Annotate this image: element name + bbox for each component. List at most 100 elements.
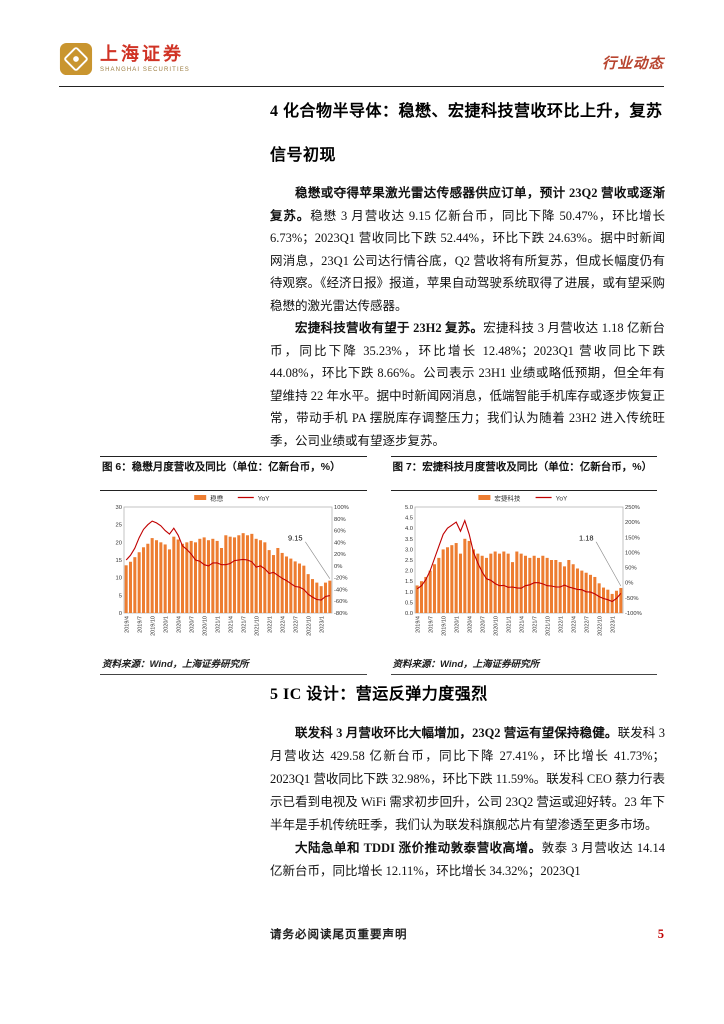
report-type-label: 行业动态 bbox=[602, 56, 664, 72]
svg-text:200%: 200% bbox=[625, 520, 640, 526]
svg-text:2021/1: 2021/1 bbox=[506, 616, 512, 633]
svg-text:100%: 100% bbox=[334, 505, 349, 511]
page-header: 上海证券 SHANGHAI SECURITIES 行业动态 bbox=[59, 42, 664, 76]
svg-text:2.5: 2.5 bbox=[404, 558, 412, 564]
svg-text:2022/4: 2022/4 bbox=[281, 616, 287, 633]
figure-6-caption: 图 6：稳懋月度营收及同比（单位：亿新台币，%） bbox=[100, 456, 367, 491]
svg-text:-80%: -80% bbox=[334, 611, 348, 617]
svg-text:2019/7: 2019/7 bbox=[428, 616, 434, 633]
svg-text:250%: 250% bbox=[625, 505, 640, 511]
svg-text:50%: 50% bbox=[625, 566, 637, 572]
paragraph-lead: 宏捷科技营收有望于 23H2 复苏。 bbox=[295, 321, 484, 335]
brand-name: 上海证券 bbox=[100, 44, 184, 65]
svg-text:YoY: YoY bbox=[555, 496, 567, 503]
paragraph-focaltech: 大陆急单和 TDDI 涨价推动敦泰营收高增。敦泰 3 月营收达 14.14 亿新… bbox=[270, 837, 665, 883]
svg-text:-60%: -60% bbox=[334, 599, 348, 605]
svg-text:5.0: 5.0 bbox=[404, 505, 412, 511]
svg-text:2022/4: 2022/4 bbox=[571, 616, 577, 633]
paragraph-body: 宏捷科技 3 月营收达 1.18 亿新台币，同比下降 35.23%，环比增长 1… bbox=[270, 321, 665, 448]
svg-text:2020/10: 2020/10 bbox=[493, 616, 499, 636]
svg-text:2022/1: 2022/1 bbox=[558, 616, 564, 633]
svg-text:1.18: 1.18 bbox=[579, 533, 594, 542]
svg-text:2020/1: 2020/1 bbox=[454, 616, 460, 633]
svg-text:2022/7: 2022/7 bbox=[584, 616, 590, 633]
svg-text:宏捷科技: 宏捷科技 bbox=[494, 494, 521, 503]
brand-logo: 上海证券 SHANGHAI SECURITIES bbox=[59, 42, 190, 76]
svg-text:0: 0 bbox=[119, 611, 122, 617]
page-number: 5 bbox=[657, 926, 664, 941]
page-footer: 请务必阅读尾页重要声明 5 bbox=[270, 926, 664, 942]
section-5-heading: 5 IC 设计：营运反弹力度强烈 bbox=[270, 686, 488, 703]
figure-6-chart: 0 5 10 15 20 25 30 -80% -60% -40% -20% 0% 20% 40% 60% 8… bbox=[116, 494, 349, 636]
paragraph-body: 联发科 3 月营收达 429.58 亿新台币，同比下降 27.41%，环比增长 … bbox=[270, 726, 666, 832]
header-divider bbox=[59, 86, 664, 87]
svg-text:2023/1: 2023/1 bbox=[610, 616, 616, 633]
svg-text:9.15: 9.15 bbox=[288, 533, 303, 542]
svg-text:2020/4: 2020/4 bbox=[177, 616, 183, 633]
svg-text:60%: 60% bbox=[334, 529, 346, 535]
svg-text:2021/4: 2021/4 bbox=[229, 616, 235, 633]
figure-7-source: 资料来源：Wind，上海证券研究所 bbox=[390, 653, 657, 675]
svg-text:2021/1: 2021/1 bbox=[216, 616, 222, 633]
svg-text:2019/10: 2019/10 bbox=[151, 616, 157, 636]
figure-6: 图 6：稳懋月度营收及同比（单位：亿新台币，%） 0 5 10 15 20 25 30 -80… bbox=[100, 456, 367, 675]
svg-text:YoY: YoY bbox=[258, 496, 270, 503]
svg-text:2019/4: 2019/4 bbox=[125, 616, 131, 633]
brand-logo-icon bbox=[59, 42, 93, 76]
svg-text:2019/4: 2019/4 bbox=[415, 616, 421, 633]
svg-text:30: 30 bbox=[116, 505, 122, 511]
svg-text:2021/10: 2021/10 bbox=[255, 616, 261, 636]
brand-subtitle: SHANGHAI SECURITIES bbox=[100, 66, 190, 73]
svg-text:80%: 80% bbox=[334, 517, 346, 523]
svg-text:2021/10: 2021/10 bbox=[545, 616, 551, 636]
svg-text:2019/10: 2019/10 bbox=[441, 616, 447, 636]
svg-text:-40%: -40% bbox=[334, 587, 348, 593]
section-4-heading: 4 化合物半导体：稳懋、宏捷科技营收环比上升，复苏信号初现 bbox=[270, 103, 663, 164]
svg-text:2022/10: 2022/10 bbox=[597, 616, 603, 636]
svg-text:150%: 150% bbox=[625, 535, 640, 541]
figure-7: 图 7：宏捷科技月度营收及同比（单位：亿新台币，%） 0.0 0.5 1.0 1.5 2… bbox=[390, 456, 657, 675]
section-ic-design: 5 IC 设计：营运反弹力度强烈 联发科 3 月营收环比大幅增加，23Q2 营运… bbox=[270, 678, 665, 883]
svg-text:2020/4: 2020/4 bbox=[467, 616, 473, 633]
svg-text:1.5: 1.5 bbox=[404, 579, 412, 585]
figure-7-chart: 0.0 0.5 1.0 1.5 2.0 2.5 3.0 3.5 4.0 4.5 5.0 -100% -5… bbox=[404, 494, 642, 636]
paragraph-body: 敦泰 3 月营收达 14.14 亿新台币，同比增长 12.11%，环比增长 34… bbox=[270, 841, 665, 878]
svg-text:-20%: -20% bbox=[334, 576, 348, 582]
svg-text:2020/7: 2020/7 bbox=[190, 616, 196, 633]
svg-text:2021/7: 2021/7 bbox=[532, 616, 538, 633]
svg-text:2021/4: 2021/4 bbox=[519, 616, 525, 633]
svg-text:0%: 0% bbox=[625, 581, 633, 587]
paragraph-mediatek: 联发科 3 月营收环比大幅增加，23Q2 营运有望保持稳健。联发科 3 月营收达… bbox=[270, 722, 665, 837]
figures-row: 图 6：稳懋月度营收及同比（单位：亿新台币，%） 0 5 10 15 20 25 30 -80… bbox=[100, 456, 657, 675]
svg-text:20: 20 bbox=[116, 540, 122, 546]
svg-text:2021/7: 2021/7 bbox=[242, 616, 248, 633]
svg-text:2022/1: 2022/1 bbox=[268, 616, 274, 633]
paragraph-body: 稳懋 3 月营收达 9.15 亿新台币，同比下降 50.47%，环比增长 6.7… bbox=[270, 208, 665, 313]
svg-text:1.0: 1.0 bbox=[404, 590, 412, 596]
svg-text:2020/1: 2020/1 bbox=[164, 616, 170, 633]
svg-text:20%: 20% bbox=[334, 552, 346, 558]
svg-text:3.5: 3.5 bbox=[404, 537, 412, 543]
svg-text:5: 5 bbox=[119, 593, 122, 599]
svg-text:40%: 40% bbox=[334, 540, 346, 546]
svg-text:4.0: 4.0 bbox=[404, 526, 412, 532]
svg-text:2022/7: 2022/7 bbox=[294, 616, 300, 633]
paragraph-awsc: 宏捷科技营收有望于 23H2 复苏。宏捷科技 3 月营收达 1.18 亿新台币，… bbox=[270, 317, 665, 452]
svg-text:15: 15 bbox=[116, 558, 122, 564]
paragraph-winsemi: 稳懋或夺得苹果激光雷达传感器供应订单，预计 23Q2 营收或逐渐复苏。稳懋 3 … bbox=[270, 182, 665, 317]
svg-text:2020/7: 2020/7 bbox=[480, 616, 486, 633]
svg-text:-100%: -100% bbox=[625, 611, 642, 617]
svg-text:2020/10: 2020/10 bbox=[203, 616, 209, 636]
section-compound-semiconductor: 4 化合物半导体：稳懋、宏捷科技营收环比上升，复苏信号初现 稳懋或夺得苹果激光雷… bbox=[270, 90, 665, 452]
figure-6-source: 资料来源：Wind，上海证券研究所 bbox=[100, 653, 367, 675]
svg-text:2023/1: 2023/1 bbox=[320, 616, 326, 633]
figure-7-caption: 图 7：宏捷科技月度营收及同比（单位：亿新台币，%） bbox=[390, 456, 657, 491]
svg-text:100%: 100% bbox=[625, 550, 640, 556]
paragraph-lead: 联发科 3 月营收环比大幅增加，23Q2 营运有望保持稳健。 bbox=[295, 726, 618, 740]
svg-text:0%: 0% bbox=[334, 564, 342, 570]
svg-text:稳懋: 稳懋 bbox=[210, 494, 224, 503]
svg-text:2019/7: 2019/7 bbox=[138, 616, 144, 633]
svg-text:3.0: 3.0 bbox=[404, 547, 412, 553]
svg-text:4.5: 4.5 bbox=[404, 516, 412, 522]
